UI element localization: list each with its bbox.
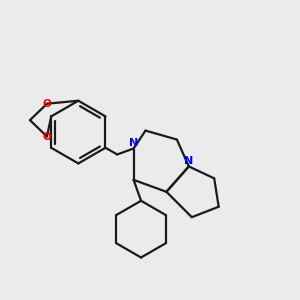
Text: N: N <box>184 156 194 166</box>
Text: O: O <box>43 132 51 142</box>
Text: O: O <box>43 99 51 109</box>
Text: N: N <box>129 138 138 148</box>
